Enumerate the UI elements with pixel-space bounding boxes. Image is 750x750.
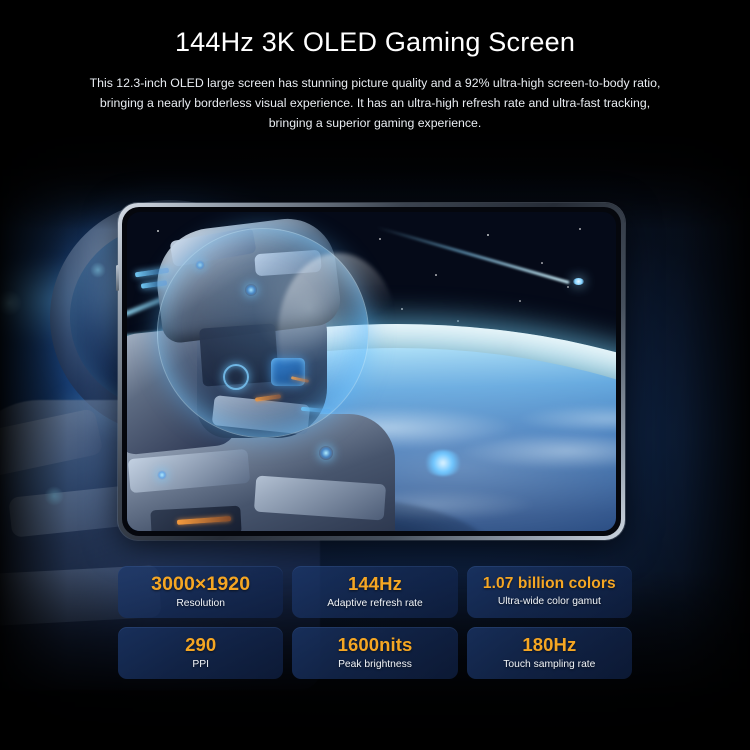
spec-value: 3000×1920 — [151, 572, 251, 595]
spec-badge-touch-sampling[interactable]: 180Hz Touch sampling rate — [466, 627, 632, 679]
spec-label: Touch sampling rate — [503, 658, 596, 670]
suit-indicator-light — [157, 470, 167, 480]
spec-badge-brightness[interactable]: 1600nits Peak brightness — [292, 627, 458, 679]
spec-label: Resolution — [176, 598, 225, 610]
description-line: This 12.3-inch OLED large screen has stu… — [89, 76, 661, 91]
spec-label: Peak brightness — [338, 658, 412, 670]
spec-badge-color-gamut[interactable]: 1.07 billion colors Ultra-wide color gam… — [466, 566, 632, 618]
spec-value: 1600nits — [337, 634, 413, 656]
spec-value: 144Hz — [348, 573, 402, 595]
description-line: bringing a superior gaming experience. — [268, 116, 482, 131]
wallpaper-astronaut — [127, 213, 445, 531]
tablet-device — [116, 203, 625, 540]
spec-row: 290 PPI 1600nits Peak brightness 180Hz T… — [118, 627, 632, 679]
spec-label: PPI — [192, 658, 209, 670]
tablet-bezel — [122, 207, 621, 536]
scene-top-vignette — [0, 0, 750, 230]
spec-badge-resolution[interactable]: 3000×1920 Resolution — [118, 566, 284, 618]
spec-value: 1.07 billion colors — [482, 574, 616, 592]
spec-row: 3000×1920 Resolution 144Hz Adaptive refr… — [118, 566, 632, 618]
description-line: bringing a nearly borderless visual expe… — [99, 96, 651, 111]
spec-badge-ppi[interactable]: 290 PPI — [118, 627, 284, 679]
suit-indicator-light — [319, 446, 333, 460]
astronaut-visor-bubble — [157, 228, 398, 438]
header-block: 144Hz 3K OLED Gaming Screen This 12.3-in… — [0, 0, 750, 134]
spec-badge-refresh-rate[interactable]: 144Hz Adaptive refresh rate — [292, 566, 458, 618]
spec-value: 290 — [185, 634, 217, 656]
spec-label: Adaptive refresh rate — [327, 597, 423, 609]
tablet-screen[interactable] — [127, 212, 616, 531]
page-title: 144Hz 3K OLED Gaming Screen — [174, 27, 576, 57]
spec-label: Ultra-wide color gamut — [497, 595, 601, 607]
comet-icon — [376, 226, 587, 286]
surface-flare — [423, 450, 463, 476]
page-description: This 12.3-inch OLED large screen has stu… — [40, 74, 710, 134]
spec-value: 180Hz — [522, 634, 577, 656]
spec-badge-grid: 3000×1920 Resolution 144Hz Adaptive refr… — [118, 566, 632, 679]
visor-highlight — [278, 253, 398, 413]
tablet-side-button[interactable] — [116, 265, 119, 291]
